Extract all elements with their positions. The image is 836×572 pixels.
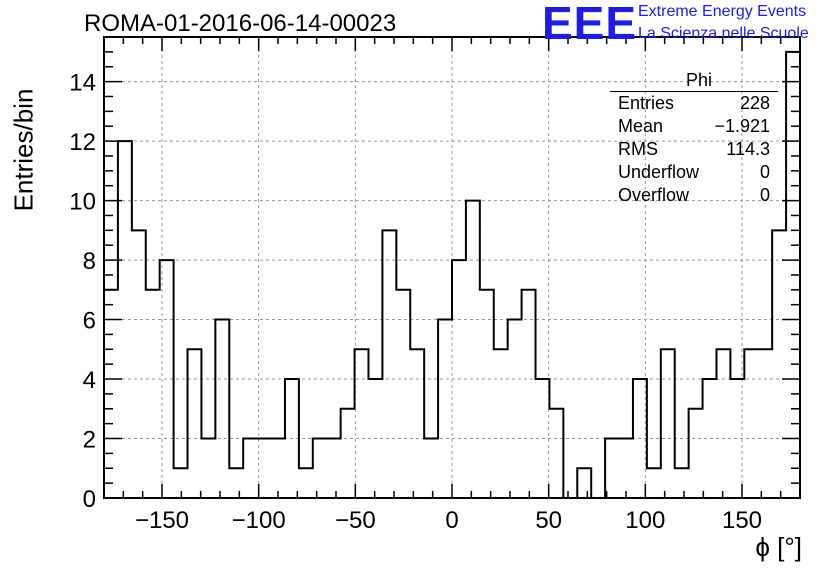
histogram-line bbox=[103, 50, 801, 499]
stats-value: 0 bbox=[759, 162, 770, 182]
histogram-bin bbox=[146, 290, 160, 498]
y-tick-label: 0 bbox=[83, 486, 96, 513]
y-axis-label-box: Entries/bin bbox=[6, 89, 42, 212]
histogram-bin bbox=[758, 349, 772, 498]
stats-label: Entries bbox=[618, 93, 675, 113]
stats-label: RMS bbox=[618, 139, 658, 159]
histogram-bin bbox=[772, 230, 786, 498]
stats-value: 0 bbox=[759, 185, 770, 205]
histogram-bin bbox=[466, 201, 480, 498]
histogram-bin bbox=[619, 439, 633, 498]
histogram-bin bbox=[229, 468, 243, 498]
histogram-bin bbox=[410, 349, 424, 498]
y-tick-label: 4 bbox=[83, 367, 96, 394]
histogram-bin bbox=[132, 230, 146, 498]
histogram-bin bbox=[438, 320, 452, 498]
chart-title: ROMA-01-2016-06-14-00023 bbox=[84, 10, 397, 37]
stats-value: 114.3 bbox=[726, 139, 770, 159]
x-tick-label: −150 bbox=[135, 507, 189, 534]
histogram-bin bbox=[716, 349, 730, 498]
stats-label: Mean bbox=[618, 116, 664, 136]
histogram-bin bbox=[744, 349, 758, 498]
x-tick-label: 50 bbox=[535, 507, 562, 534]
x-tick-label: 0 bbox=[445, 507, 458, 534]
y-tick-label: 10 bbox=[69, 189, 96, 216]
histogram-bin bbox=[243, 439, 257, 498]
eee-logo: EEE bbox=[542, 0, 638, 49]
histogram-bin bbox=[689, 409, 703, 498]
histogram-bin bbox=[647, 468, 661, 498]
histogram-bin bbox=[396, 290, 410, 498]
stats-label: Underflow bbox=[618, 162, 700, 182]
logo-line-2: La Scienza nelle Scuole bbox=[638, 25, 809, 42]
stats-value: 228 bbox=[739, 93, 770, 113]
histogram-bin bbox=[341, 409, 355, 498]
stats-label: Overflow bbox=[618, 185, 690, 205]
y-axis-label: Entries/bin bbox=[8, 88, 39, 212]
x-tick-label: −50 bbox=[335, 507, 376, 534]
y-tick-label: 6 bbox=[83, 308, 96, 335]
histogram-bin bbox=[174, 468, 188, 498]
x-axis-label: ϕ [°] bbox=[755, 532, 802, 562]
stats-box: Phi Entries 228 Mean −1.921 RMS 114.3 Un… bbox=[610, 70, 778, 207]
histogram-bin bbox=[508, 320, 522, 498]
logo-line-1: Extreme Energy Events bbox=[638, 3, 807, 20]
histogram-bin bbox=[188, 349, 202, 498]
histogram-bin bbox=[382, 230, 396, 498]
histogram-bin bbox=[299, 468, 313, 498]
stats-histogram-name: Phi bbox=[610, 70, 778, 92]
histogram-bin bbox=[201, 439, 215, 498]
stats-row-overflow: Overflow 0 bbox=[610, 184, 778, 207]
stats-row-entries: Entries 228 bbox=[610, 92, 778, 115]
histogram-bin bbox=[549, 409, 563, 498]
histogram-bin bbox=[313, 439, 327, 498]
stats-value: −1.921 bbox=[714, 116, 770, 136]
histogram-bin bbox=[661, 349, 675, 498]
histogram-bin bbox=[577, 468, 591, 498]
histogram-bin bbox=[327, 439, 341, 498]
stats-row-rms: RMS 114.3 bbox=[610, 138, 778, 161]
x-tick-label: 150 bbox=[722, 507, 762, 534]
x-tick-label: −100 bbox=[232, 507, 286, 534]
histogram-bin bbox=[522, 290, 536, 498]
histogram-bin bbox=[675, 468, 689, 498]
histogram-bin bbox=[424, 439, 438, 498]
stats-row-mean: Mean −1.921 bbox=[610, 115, 778, 138]
y-tick-label: 8 bbox=[83, 248, 96, 275]
histogram-bin bbox=[605, 439, 619, 498]
histogram-bin bbox=[355, 349, 369, 498]
y-tick-label: 2 bbox=[83, 427, 96, 454]
x-tick-label: 100 bbox=[625, 507, 665, 534]
stats-row-underflow: Underflow 0 bbox=[610, 161, 778, 184]
y-tick-label: 14 bbox=[69, 70, 96, 97]
histogram-bin bbox=[215, 320, 229, 498]
histogram-bin bbox=[494, 349, 508, 498]
histogram-bin bbox=[480, 290, 494, 498]
histogram-bin bbox=[271, 439, 285, 498]
y-tick-label: 12 bbox=[69, 129, 96, 156]
